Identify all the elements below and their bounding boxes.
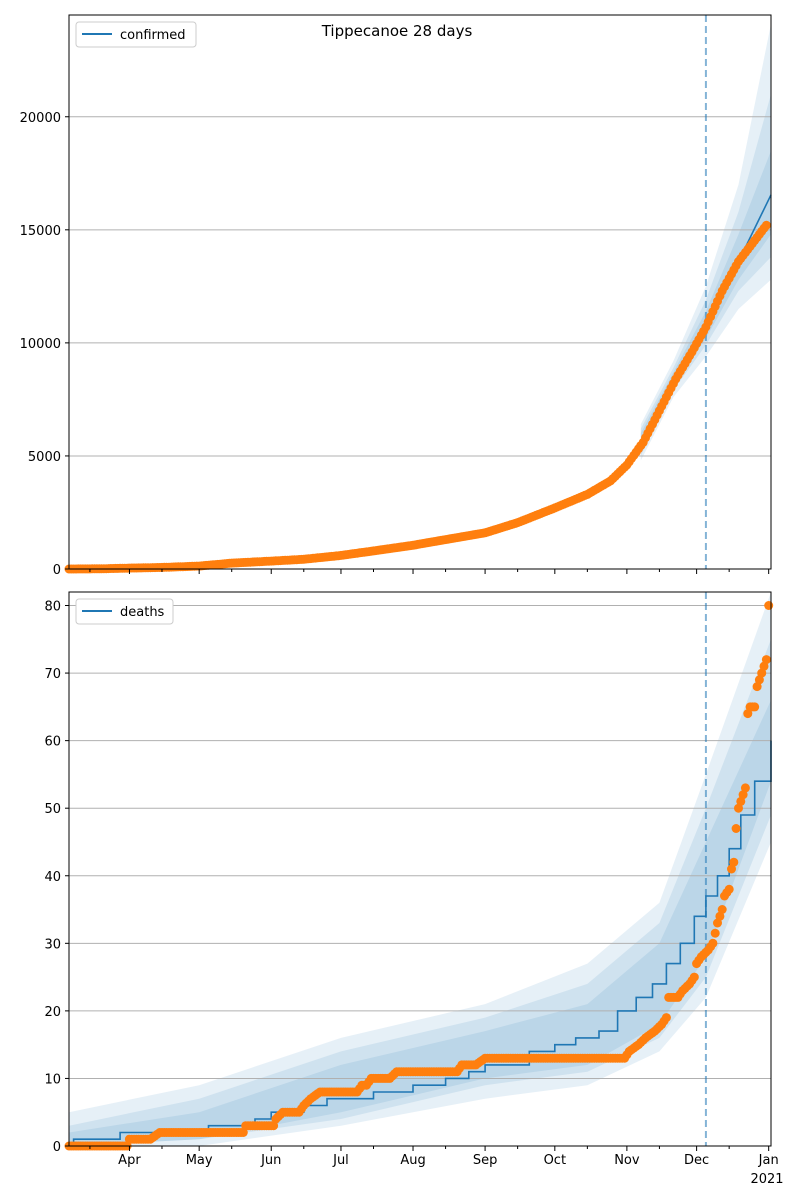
confirmed-plot-frame xyxy=(68,14,772,570)
deaths-x-tick-label: Nov xyxy=(614,1153,640,1168)
figure-title: Tippecanoe 28 days xyxy=(321,22,473,40)
deaths-x-tick-label: May xyxy=(186,1153,213,1168)
deaths-x-tick-label: Jan xyxy=(758,1153,779,1168)
deaths-observed-point xyxy=(708,938,718,948)
deaths-observed-points xyxy=(64,601,774,1151)
deaths-y-tick-label: 10 xyxy=(44,1072,61,1087)
confirmed-y-axis: 0 5000 10000 15000 20000 xyxy=(20,111,69,578)
deaths-legend: deaths xyxy=(75,598,174,625)
confirmed-legend-label: confirmed xyxy=(120,28,186,43)
deaths-y-axis: 0 10 20 30 40 50 60 70 80 xyxy=(44,600,69,1155)
deaths-observed-point xyxy=(752,682,762,692)
deaths-observed-point xyxy=(661,1013,671,1023)
deaths-observed-point xyxy=(729,857,739,867)
deaths-band-2 xyxy=(69,700,771,1146)
deaths-gridlines xyxy=(69,605,771,1079)
confirmed-y-tick-label: 10000 xyxy=(20,337,61,352)
deaths-observed-point xyxy=(724,884,734,894)
confirmed-legend-box xyxy=(75,21,197,48)
deaths-observed-point xyxy=(740,783,750,793)
deaths-y-tick-label: 50 xyxy=(44,802,61,817)
confirmed-y-tick-label: 20000 xyxy=(20,111,61,126)
deaths-y-tick-label: 0 xyxy=(53,1140,61,1155)
deaths-observed-point xyxy=(710,928,720,938)
deaths-observed-point xyxy=(750,702,760,712)
deaths-x-tick-label: Dec xyxy=(684,1153,709,1168)
deaths-y-tick-label: 80 xyxy=(44,600,61,615)
deaths-observed-point xyxy=(715,911,725,921)
deaths-plot-frame xyxy=(68,591,772,1147)
confirmed-observed-points xyxy=(64,220,771,574)
deaths-band-1 xyxy=(69,639,771,1146)
deaths-x-tick-label: Jul xyxy=(332,1153,349,1168)
deaths-y-tick-label: 40 xyxy=(44,870,61,885)
deaths-y-tick-label: 20 xyxy=(44,1005,61,1020)
deaths-observed-point xyxy=(757,668,767,678)
deaths-x-tick-label: Jun xyxy=(260,1153,281,1168)
confirmed-legend: confirmed xyxy=(75,21,197,48)
confirmed-x-axis xyxy=(89,569,770,574)
deaths-observed-point xyxy=(764,601,774,610)
deaths-band-0 xyxy=(69,592,771,1146)
deaths-observed-point xyxy=(689,972,699,982)
deaths-observed-point xyxy=(731,824,741,833)
deaths-legend-label: deaths xyxy=(120,605,165,620)
x-tick-year-label: 2021 xyxy=(750,1172,783,1187)
deaths-observed-point xyxy=(761,655,771,665)
deaths-legend-box xyxy=(75,598,174,625)
confirmed-y-tick-label: 0 xyxy=(53,563,61,578)
confirmed-gridlines xyxy=(69,116,771,457)
deaths-x-tick-label: Apr xyxy=(118,1153,141,1168)
deaths-observed-point xyxy=(734,803,743,813)
deaths-y-tick-label: 30 xyxy=(44,937,61,952)
deaths-x-tick-label: Aug xyxy=(400,1153,425,1168)
deaths-confidence-bands xyxy=(69,592,771,1146)
deaths-observed-point xyxy=(717,905,727,914)
deaths-observed-point xyxy=(238,1128,248,1137)
deaths-x-tick-label: Oct xyxy=(544,1153,566,1168)
deaths-y-tick-label: 60 xyxy=(44,735,61,750)
confirmed-observed-point xyxy=(761,220,771,230)
confirmed-panel: 0 5000 10000 15000 20000 confirmed xyxy=(20,14,772,578)
deaths-x-axis: Apr May Jun Jul Aug Sep Oct Nov Dec Jan xyxy=(89,1146,779,1168)
deaths-panel: 0 10 20 30 40 50 60 70 80 Apr May Jun Jul Aug Sep Oct N… xyxy=(44,591,784,1187)
confirmed-y-tick-label: 15000 xyxy=(20,224,61,239)
deaths-y-tick-label: 70 xyxy=(44,667,61,682)
deaths-observed-point xyxy=(738,790,748,800)
deaths-x-tick-label: Sep xyxy=(473,1153,498,1168)
deaths-observed-point xyxy=(727,864,736,874)
confirmed-y-tick-label: 5000 xyxy=(28,450,61,465)
